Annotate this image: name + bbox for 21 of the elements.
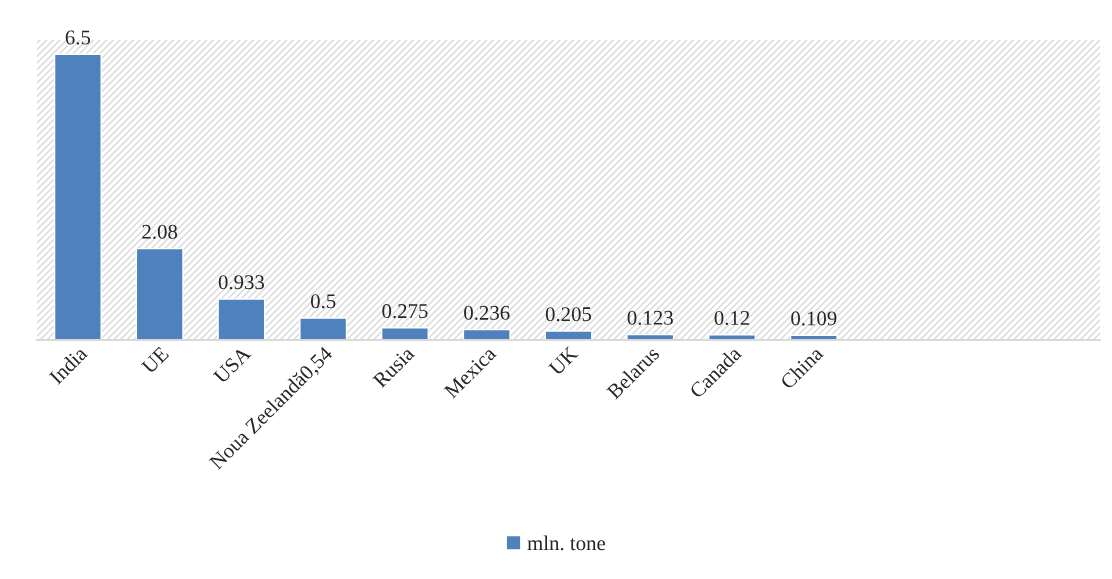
bar: [544, 330, 593, 340]
data-label: 6.5: [65, 30, 91, 45]
x-tick-label: UK: [548, 345, 579, 377]
bar: [380, 327, 429, 340]
bar: [299, 317, 348, 340]
data-label: 0.275: [382, 304, 428, 319]
x-tick-label: UE: [140, 346, 170, 375]
legend-label: mln. tone: [527, 535, 606, 551]
data-label: 0.12: [714, 310, 750, 326]
data-label: 0.236: [464, 305, 510, 320]
bar: [462, 328, 511, 340]
data-label: 2.08: [142, 224, 178, 239]
bar: [135, 247, 184, 340]
bar: [53, 53, 102, 340]
data-label: 0.933: [218, 275, 265, 290]
x-tick-label: India: [48, 345, 89, 385]
data-label: 0.109: [791, 311, 837, 326]
data-label: 0.5: [310, 294, 336, 309]
data-label: 0.205: [545, 307, 592, 322]
data-label: 0.123: [627, 310, 673, 325]
bar: [217, 298, 266, 340]
